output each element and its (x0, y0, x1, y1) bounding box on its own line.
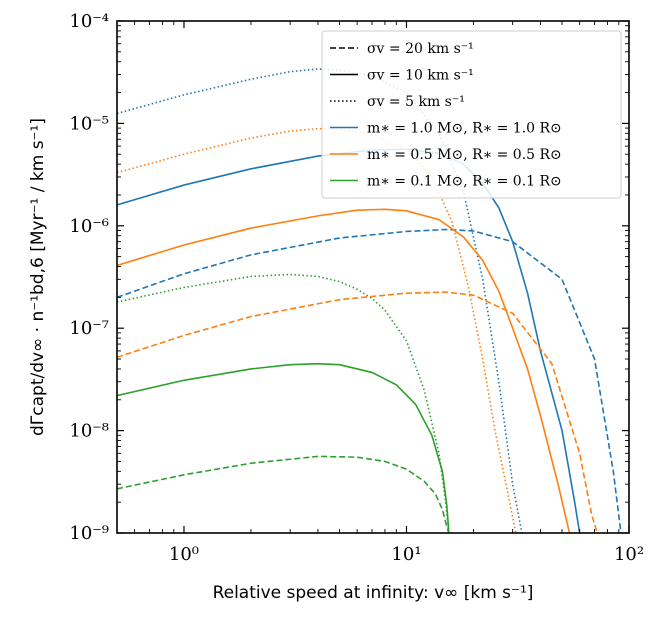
y-axis-title: dΓcapt/dv∞ · n⁻¹bd,6 [Myr⁻¹ / km s⁻¹] (28, 118, 48, 436)
tick-layer (116, 20, 630, 534)
legend-label-1: σv = 10 km s⁻¹ (367, 68, 474, 84)
x-axis-title: Relative speed at infinity: v∞ [km s⁻¹] (213, 583, 534, 603)
legend-label-3: m∗ = 1.0 M⊙, R∗ = 1.0 R⊙ (367, 121, 562, 137)
series-line-1 (117, 148, 581, 533)
legend-label-4: m∗ = 0.5 M⊙, R∗ = 0.5 R⊙ (367, 147, 562, 163)
legend: σv = 20 km s⁻¹ σv = 10 km s⁻¹ σv = 5 km s⁻… (321, 30, 622, 199)
series-line-2 (117, 68, 523, 533)
y-tick-label-4: 10⁻⁵ (69, 113, 109, 134)
x-tick-label-1: 10¹ (391, 544, 421, 565)
legend-label-0: σv = 20 km s⁻¹ (367, 41, 474, 57)
series-line-3 (117, 291, 599, 533)
legend-label-2: σv = 5 km s⁻¹ (367, 94, 465, 110)
legend-box (321, 30, 622, 199)
series-line-6 (117, 455, 450, 533)
y-tick-label-1: 10⁻⁸ (69, 421, 109, 442)
series-layer (117, 68, 622, 533)
series-line-7 (117, 362, 450, 533)
series-line-4 (117, 208, 571, 533)
plot-frame (116, 20, 630, 534)
y-tick-label-3: 10⁻⁶ (69, 216, 109, 237)
x-tick-label-2: 10² (614, 544, 644, 565)
tick-label-layer: 10⁰ 10¹ 10² 10⁻⁹ 10⁻⁸ 10⁻⁷ 10⁻⁶ 10⁻⁵ 10⁻⁴ (69, 11, 644, 565)
y-tick-label-2: 10⁻⁷ (69, 318, 109, 339)
series-line-0 (117, 228, 622, 533)
x-tick-label-0: 10⁰ (169, 544, 199, 565)
series-line-8 (117, 273, 450, 533)
y-tick-label-0: 10⁻⁹ (69, 523, 109, 544)
y-tick-label-5: 10⁻⁴ (69, 11, 109, 32)
legend-label-5: m∗ = 0.1 M⊙, R∗ = 0.1 R⊙ (367, 174, 562, 190)
